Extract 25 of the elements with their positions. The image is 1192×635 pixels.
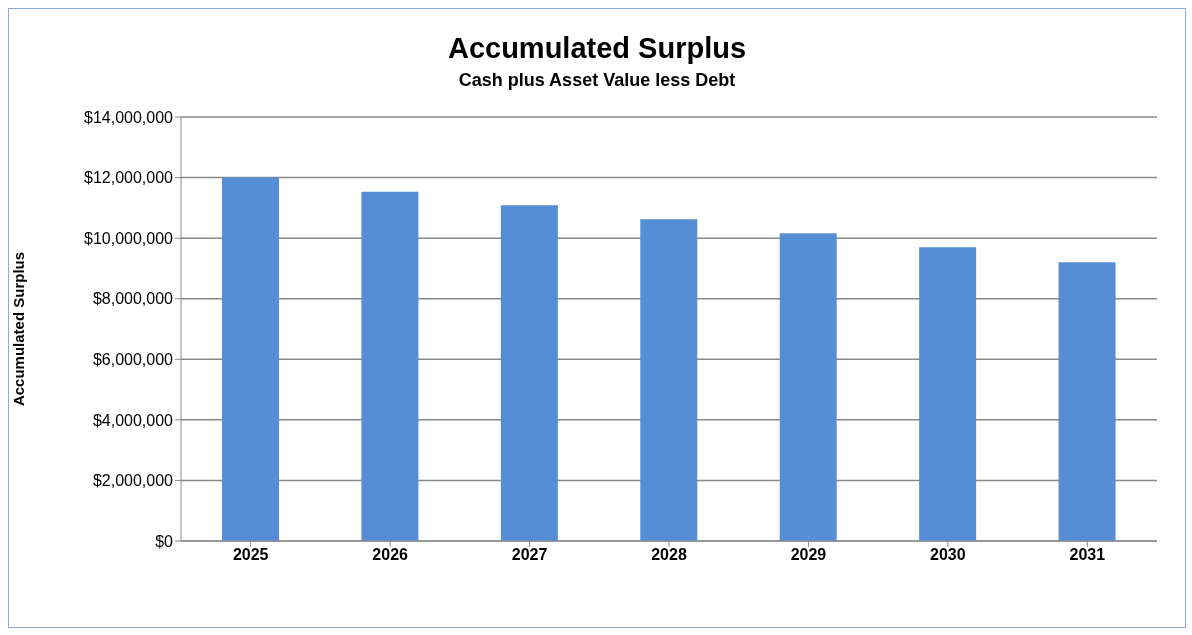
x-tick-label: 2030: [930, 546, 966, 564]
y-tick-label: $12,000,000: [84, 169, 174, 187]
x-tick-label: 2027: [511, 546, 548, 564]
y-tick-label: $6,000,000: [92, 350, 174, 368]
bar: [779, 233, 837, 541]
y-tick-label: $4,000,000: [92, 411, 174, 429]
bar: [500, 205, 558, 541]
y-tick-label: $14,000,000: [84, 108, 174, 126]
bar: [361, 191, 419, 541]
x-tick-label: 2029: [790, 546, 827, 564]
y-tick-label: $8,000,000: [92, 290, 174, 308]
y-tick-label: $0: [155, 532, 174, 550]
x-tick-label: 2026: [372, 546, 409, 564]
y-tick-label: $2,000,000: [92, 472, 174, 490]
y-axis-title: Accumulated Surplus: [10, 251, 28, 407]
x-tick-label: 2025: [232, 546, 269, 564]
bar: [640, 219, 698, 541]
y-tick-label: $10,000,000: [84, 229, 174, 247]
bar: [1058, 262, 1116, 541]
x-tick-label: 2031: [1069, 546, 1106, 564]
bar: [222, 177, 279, 541]
chart-subtitle: Cash plus Asset Value less Debt: [457, 69, 737, 91]
chart-title: Accumulated Surplus: [446, 31, 748, 65]
x-tick-label: 2028: [651, 546, 687, 564]
bar: [919, 247, 977, 541]
